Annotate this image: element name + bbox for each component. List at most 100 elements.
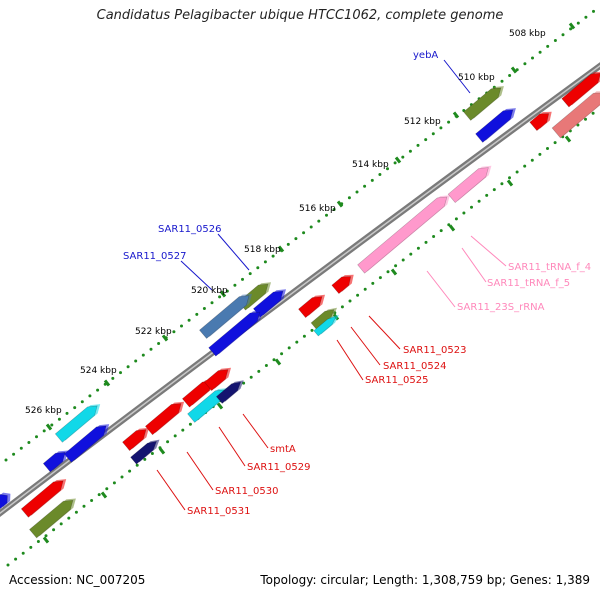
gene-label: SAR11_0531 — [187, 506, 251, 517]
major-tick — [216, 402, 224, 410]
minor-tick — [82, 504, 86, 508]
rna-23S — [357, 196, 448, 274]
gene-green-528 — [29, 499, 74, 539]
label-leader-lines — [156, 59, 507, 511]
minor-tick — [401, 155, 405, 159]
gene-smtA — [204, 369, 229, 392]
minor-tick — [432, 235, 436, 238]
gene-label: SAR11_0523 — [403, 345, 467, 356]
minor-tick — [408, 149, 412, 153]
minor-tick — [272, 358, 276, 362]
minor-tick — [44, 534, 48, 538]
minor-tick — [576, 21, 580, 25]
major-tick — [394, 156, 402, 164]
minor-tick — [386, 270, 390, 274]
minor-tick — [19, 446, 23, 450]
gene-label: SAR11_0525 — [365, 375, 429, 386]
minor-tick — [105, 487, 109, 491]
gene-blue-527 — [42, 451, 66, 473]
minor-tick — [249, 375, 253, 379]
minor-tick — [225, 289, 229, 293]
minor-tick — [27, 441, 31, 444]
kbp-label: 526 kbp — [25, 406, 62, 416]
major-tick — [161, 334, 169, 342]
major-tick — [510, 66, 518, 74]
minor-tick — [378, 276, 382, 280]
inner-tick-ring — [6, 111, 595, 567]
minor-tick — [21, 551, 25, 555]
minor-tick — [135, 463, 139, 467]
rna-tRNA-f4 — [447, 167, 489, 204]
major-tick — [506, 179, 514, 187]
minor-tick — [286, 242, 290, 246]
minor-tick — [42, 429, 46, 433]
minor-tick — [538, 50, 542, 54]
minor-tick — [35, 435, 38, 439]
kbp-label: 510 kbp — [458, 73, 495, 83]
kbp-label: 518 kbp — [244, 245, 281, 255]
minor-tick — [531, 56, 534, 60]
gene-label: SAR11_23S_rRNA — [457, 302, 545, 313]
major-tick — [219, 290, 227, 298]
major-tick — [452, 111, 460, 119]
minor-tick — [90, 499, 94, 502]
kbp-label: 512 kbp — [404, 117, 441, 127]
minor-tick — [180, 324, 183, 328]
minor-tick — [477, 199, 481, 203]
minor-tick — [515, 68, 519, 72]
minor-tick — [523, 164, 527, 168]
minor-tick — [218, 295, 222, 299]
minor-tick — [157, 342, 161, 345]
gene-label: SAR11_0524 — [383, 361, 447, 372]
major-tick — [158, 447, 166, 455]
minor-tick — [172, 330, 176, 334]
minor-tick — [371, 281, 375, 285]
leader-line — [218, 426, 246, 467]
minor-tick — [355, 190, 359, 194]
minor-tick — [561, 33, 565, 37]
minor-tick — [325, 213, 328, 217]
leader-line — [368, 315, 401, 350]
minor-tick — [310, 328, 314, 332]
gene-SAR11_0531 — [130, 441, 157, 465]
minor-tick — [409, 252, 413, 256]
minor-tick — [119, 371, 122, 375]
minor-tick — [52, 528, 56, 532]
minor-tick — [569, 27, 573, 31]
minor-tick — [287, 346, 291, 350]
gene-cds-509a — [561, 72, 600, 108]
minor-tick — [340, 305, 344, 309]
minor-tick — [202, 307, 206, 310]
minor-tick — [29, 545, 33, 549]
minor-tick — [462, 211, 466, 215]
minor-tick — [120, 475, 124, 479]
gene-blue-512 — [475, 109, 514, 143]
gene-cds-light — [551, 92, 600, 139]
minor-tick — [128, 469, 132, 473]
minor-tick — [508, 74, 512, 77]
minor-tick — [195, 312, 199, 316]
minor-tick — [271, 254, 275, 258]
minor-tick — [439, 229, 443, 233]
minor-tick — [363, 287, 367, 291]
major-tick — [390, 268, 398, 276]
leader-line — [180, 260, 213, 291]
minor-tick — [74, 510, 78, 514]
minor-tick — [447, 120, 451, 124]
minor-tick — [295, 340, 299, 344]
minor-tick — [126, 365, 130, 369]
gene-label: SAR11_tRNA_f_4 — [508, 262, 591, 273]
minor-tick — [470, 205, 473, 209]
minor-tick — [500, 182, 504, 186]
minor-tick — [332, 208, 336, 211]
minor-tick — [280, 352, 284, 356]
leader-line — [217, 233, 250, 271]
minor-tick — [67, 516, 71, 520]
gene-cds-524 — [122, 429, 147, 452]
minor-tick — [210, 301, 214, 305]
minor-tick — [348, 299, 352, 303]
major-tick — [568, 22, 576, 30]
minor-tick — [36, 540, 40, 543]
minor-tick — [97, 493, 101, 497]
minor-tick — [553, 39, 557, 42]
